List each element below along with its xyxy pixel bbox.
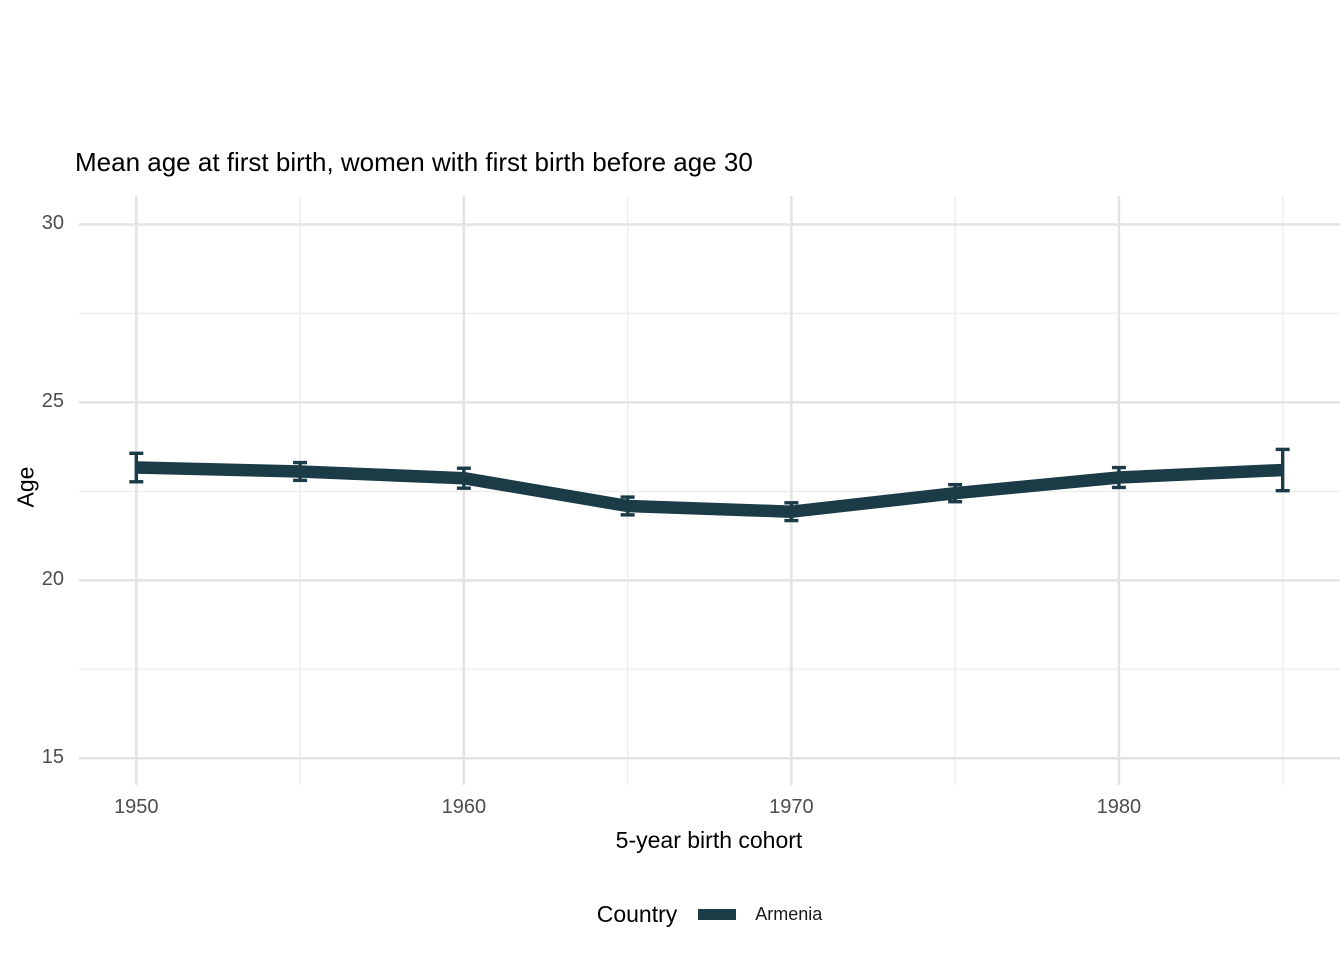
legend-item-armenia: Armenia	[698, 904, 822, 925]
legend-line-swatch-icon	[698, 909, 737, 920]
legend-item-label: Armenia	[755, 904, 823, 924]
series-line-armenia	[136, 461, 1283, 518]
x-axis-title: 5-year birth cohort	[615, 827, 803, 853]
legend: Country Armenia	[79, 901, 1340, 928]
y-axis-title: Age	[12, 466, 39, 508]
chart-title: Mean age at first birth, women with firs…	[75, 147, 753, 177]
legend-title: Country	[596, 901, 678, 927]
